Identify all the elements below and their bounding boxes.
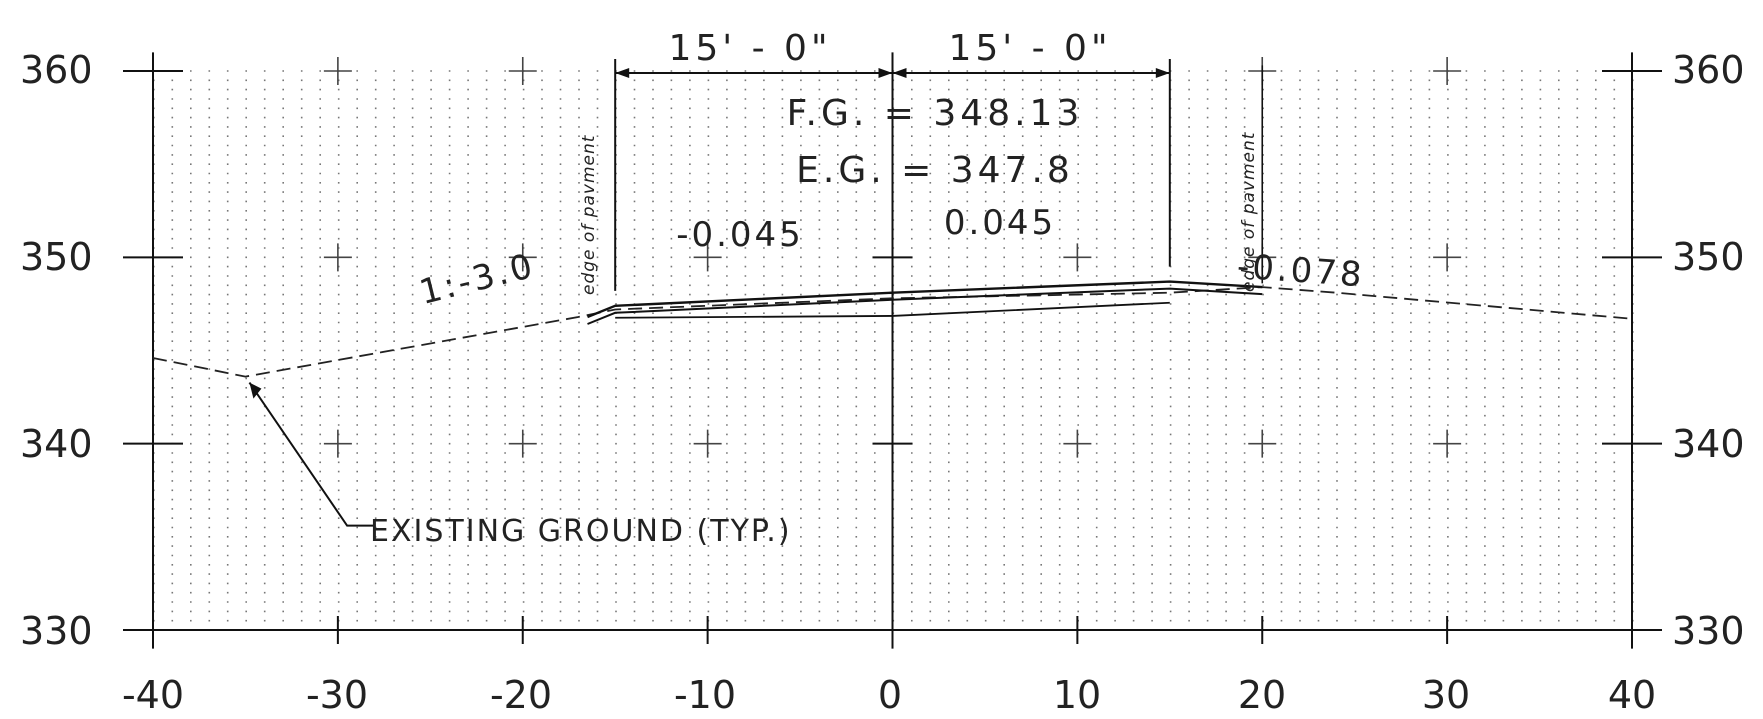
x-tick-label: 20 xyxy=(1238,673,1286,714)
slope-outer-right-label: -0.078 xyxy=(1236,247,1366,296)
plot-frame xyxy=(123,52,1662,649)
grid-cross xyxy=(1433,429,1462,458)
grid-cross xyxy=(1063,243,1092,272)
x-tick-label: 40 xyxy=(1608,673,1656,714)
grid-crosses xyxy=(323,57,1462,458)
existing-ground-line xyxy=(152,286,1633,527)
dimension-arrowhead xyxy=(878,68,893,78)
x-tick-label: 0 xyxy=(878,673,902,714)
y-tick-label-left: 340 xyxy=(20,422,93,466)
grid-cross xyxy=(1063,429,1092,458)
y-tick-label-right: 360 xyxy=(1672,48,1745,92)
grid-cross xyxy=(508,57,537,85)
finished-grade-top xyxy=(587,280,1263,319)
existing-ground-callout: EXISTING GROUND (TYP.) xyxy=(370,514,792,549)
slope-left-label: -0.045 xyxy=(676,215,804,255)
y-tick-label-right: 330 xyxy=(1672,609,1745,653)
x-tick-label: -10 xyxy=(674,673,736,714)
y-tick-label-right: 350 xyxy=(1672,235,1745,279)
dimension-left-label: 15' - 0" xyxy=(668,28,831,69)
finished-grade-bottom xyxy=(587,287,1263,325)
edge-of-pavement-left: edge of pavment xyxy=(579,134,599,295)
existing-ground-polyline xyxy=(152,286,1633,378)
existing-grade-label: E.G. = 347.8 xyxy=(796,150,1074,191)
grid-cross xyxy=(1433,243,1462,272)
y-tick-label-left: 330 xyxy=(20,609,93,653)
callout-leader xyxy=(248,382,375,527)
grid-cross xyxy=(508,429,537,458)
x-tick-label: 10 xyxy=(1053,673,1101,714)
y-tick-label-right: 340 xyxy=(1672,422,1745,466)
finished-grade-label: F.G. = 348.13 xyxy=(787,93,1084,134)
grid-cross xyxy=(323,429,352,458)
grid-cross xyxy=(323,57,352,85)
grid-cross xyxy=(693,243,722,272)
side-slope-label: 1:-3.0 xyxy=(416,246,540,313)
x-tick-label: -30 xyxy=(306,673,368,714)
dimension-lines xyxy=(614,59,1264,291)
dimension-arrowhead xyxy=(1155,68,1170,78)
y-tick-label-left: 360 xyxy=(20,48,93,92)
grid-cross xyxy=(508,243,537,272)
edge-of-pavement-right: edge of pavment xyxy=(1239,131,1259,292)
slope-right-label: 0.045 xyxy=(944,203,1056,243)
grid-cross xyxy=(323,243,352,272)
finished-grade-line xyxy=(587,280,1263,325)
x-tick-label: -40 xyxy=(122,673,184,714)
x-tick-label: 30 xyxy=(1422,673,1470,714)
grid-cross xyxy=(1433,57,1462,85)
dimension-arrowhead xyxy=(892,68,907,78)
callout-arrowhead xyxy=(249,382,262,399)
grid-cross xyxy=(693,429,722,458)
dimension-right-label: 15' - 0" xyxy=(948,28,1111,69)
grid-cross xyxy=(1248,429,1277,458)
x-tick-label: -20 xyxy=(490,673,552,714)
pavement-base-line xyxy=(615,301,1170,319)
dimension-arrowhead xyxy=(615,68,630,78)
y-tick-label-left: 350 xyxy=(20,235,93,279)
